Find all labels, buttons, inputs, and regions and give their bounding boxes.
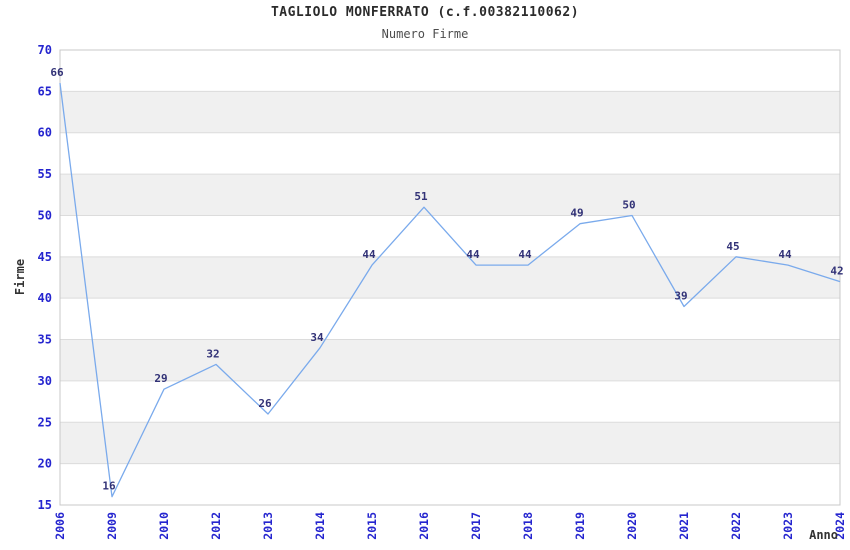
grid-band bbox=[60, 256, 840, 299]
grid-band bbox=[60, 174, 840, 216]
data-label: 50 bbox=[622, 198, 635, 211]
x-axis-label: Anno bbox=[809, 528, 838, 542]
x-tick-label: 2024 bbox=[833, 512, 847, 540]
grid-band bbox=[60, 91, 840, 133]
chart-title: TAGLIOLO MONFERRATO (c.f.00382110062) bbox=[270, 5, 580, 20]
data-label: 45 bbox=[726, 240, 739, 253]
y-tick-label: 45 bbox=[38, 250, 52, 264]
y-tick-label: 65 bbox=[38, 84, 52, 98]
y-tick-label: 35 bbox=[38, 333, 52, 347]
y-tick-label: 40 bbox=[38, 291, 52, 305]
x-tick-label: 2006 bbox=[53, 512, 67, 540]
data-label: 29 bbox=[154, 372, 167, 385]
y-tick-label: 20 bbox=[38, 457, 52, 471]
grid-band bbox=[60, 422, 840, 464]
data-label: 39 bbox=[674, 289, 687, 302]
y-tick-label: 70 bbox=[38, 43, 52, 57]
y-tick-label: 60 bbox=[38, 126, 52, 140]
x-tick-label: 2023 bbox=[781, 512, 795, 540]
y-tick-label: 50 bbox=[38, 208, 52, 222]
data-label: 44 bbox=[518, 248, 532, 261]
y-tick-label: 15 bbox=[38, 498, 52, 512]
data-label: 42 bbox=[830, 265, 843, 278]
x-tick-label: 2013 bbox=[261, 512, 275, 540]
x-tick-label: 2009 bbox=[105, 512, 119, 540]
data-series-line bbox=[59, 83, 841, 498]
y-tick-label: 25 bbox=[38, 415, 52, 429]
x-tick-label: 2010 bbox=[157, 512, 171, 540]
grid-band bbox=[60, 339, 840, 381]
x-tick-label: 2016 bbox=[417, 512, 431, 540]
x-tick-label: 2022 bbox=[729, 512, 743, 540]
x-tick-label: 2021 bbox=[677, 512, 691, 540]
data-label: 44 bbox=[362, 248, 376, 261]
plot-border bbox=[59, 49, 841, 506]
x-tick-label: 2017 bbox=[469, 512, 483, 540]
data-label: 49 bbox=[570, 207, 583, 220]
data-label: 44 bbox=[778, 248, 792, 261]
data-label: 44 bbox=[466, 248, 480, 261]
data-label: 66 bbox=[50, 66, 64, 79]
y-tick-label: 55 bbox=[38, 167, 52, 181]
x-tick-label: 2019 bbox=[573, 512, 587, 540]
data-label: 32 bbox=[206, 347, 219, 360]
x-tick-label: 2012 bbox=[209, 512, 223, 540]
x-tick-label: 2018 bbox=[521, 512, 535, 540]
x-tick-label: 2020 bbox=[625, 512, 639, 540]
y-tick-label: 30 bbox=[38, 374, 52, 388]
data-label: 34 bbox=[310, 331, 324, 344]
data-label: 51 bbox=[414, 190, 428, 203]
x-tick-label: 2014 bbox=[313, 512, 327, 540]
chart-subtitle: Numero Firme bbox=[381, 27, 469, 41]
y-axis-label: Firme bbox=[13, 258, 27, 296]
data-label: 16 bbox=[102, 480, 116, 493]
data-label: 26 bbox=[258, 397, 272, 410]
x-tick-label: 2015 bbox=[365, 512, 379, 540]
